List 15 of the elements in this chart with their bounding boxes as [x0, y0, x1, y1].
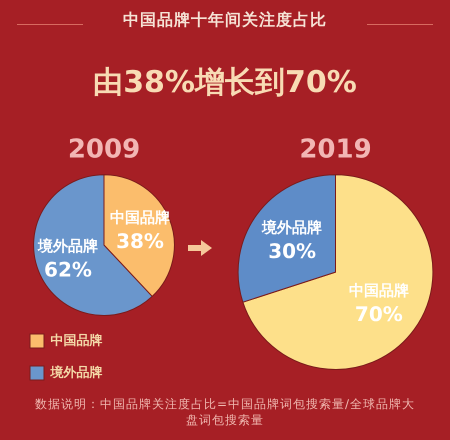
data-label: 62%	[44, 258, 92, 282]
chart-title: 2009	[68, 134, 140, 164]
text: 数据说明：中国品牌关注度占比=中国品牌词包搜索量/全球品牌大盘词包搜索量	[34, 396, 416, 428]
data-label: 38%	[116, 229, 164, 254]
text: 由38%增长到70%	[92, 64, 358, 102]
slice-label: 境外品牌	[37, 237, 98, 256]
slice-label: 中国品牌	[348, 281, 409, 300]
data-label: 70%	[354, 302, 403, 326]
slice-label: 中国品牌	[110, 208, 170, 227]
chart-title: 2019	[299, 134, 372, 164]
legend-label: 境外品牌	[50, 364, 102, 380]
legend-label: 中国品牌	[50, 332, 102, 348]
data-label: 30%	[268, 238, 316, 263]
slice-label: 境外品牌	[261, 218, 322, 237]
text: 中国品牌十年间关注度占比	[122, 10, 328, 31]
